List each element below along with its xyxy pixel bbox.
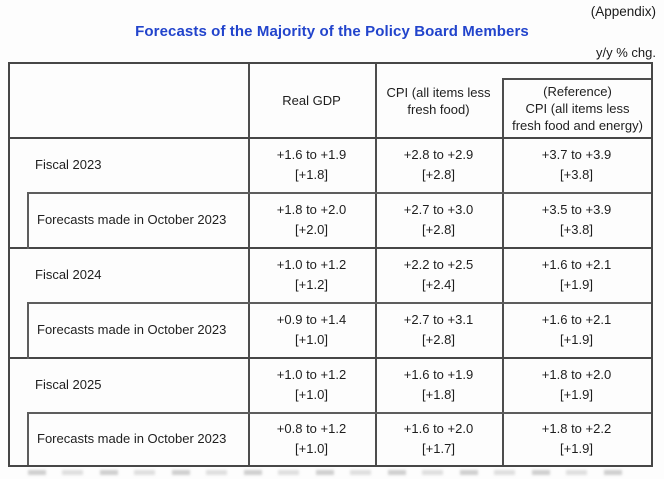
row-label-text: Forecasts made in October 2023 (37, 211, 227, 227)
forecast-range: +1.0 to +1.2 (276, 366, 347, 382)
forecast-median: [+1.8] (295, 166, 328, 182)
forecast-median: [+1.9] (560, 386, 593, 402)
forecast-range: +1.6 to +1.9 (276, 146, 347, 162)
row-label-fiscal-2023: Fiscal 2023 (10, 137, 248, 192)
forecast-range: +0.8 to +1.2 (276, 420, 347, 436)
cut-off-footnote-smudge (28, 470, 634, 475)
cell-cpi: +2.8 to +2.9 [+2.8] (375, 137, 502, 192)
row-label-text: Forecasts made in October 2023 (37, 430, 227, 446)
forecast-median: [+1.9] (560, 440, 593, 456)
header-cpi-line1: CPI (all items less (386, 84, 491, 100)
reference-box-top-border (502, 78, 651, 80)
row-divider-2 (27, 302, 651, 304)
cell-gdp: +0.9 to +1.4 [+1.0] (248, 302, 375, 357)
forecast-median: [+1.7] (422, 440, 455, 456)
subbox-left-border-1 (27, 192, 29, 249)
row-divider-3 (27, 412, 651, 414)
forecast-median: [+2.8] (422, 166, 455, 182)
cell-cpi: +2.7 to +3.0 [+2.8] (375, 192, 502, 247)
appendix-label: (Appendix) (590, 4, 656, 19)
row-label-text: Fiscal 2025 (35, 376, 102, 392)
cell-ref-cpi: +1.8 to +2.2 [+1.9] (502, 412, 651, 465)
forecast-median: [+2.8] (422, 331, 455, 347)
forecast-range: +0.9 to +1.4 (276, 311, 347, 327)
cell-gdp: +1.0 to +1.2 [+1.2] (248, 247, 375, 302)
forecast-median: [+3.8] (560, 221, 593, 237)
forecast-range: +2.2 to +2.5 (403, 256, 474, 272)
row-label-text: Forecasts made in October 2023 (37, 321, 227, 337)
forecast-median: [+1.9] (560, 276, 593, 292)
cell-cpi: +1.6 to +2.0 [+1.7] (375, 412, 502, 465)
header-reference-cpi: (Reference) CPI (all items less fresh fo… (504, 78, 651, 139)
group-divider-1 (10, 247, 651, 249)
row-label-october-forecast: Forecasts made in October 2023 (27, 412, 248, 465)
forecast-median: [+2.8] (422, 221, 455, 237)
reference-box-left-border (502, 78, 504, 139)
forecast-table: Real GDP CPI (all items less fresh food)… (8, 62, 653, 467)
cell-ref-cpi: +3.5 to +3.9 [+3.8] (502, 192, 651, 247)
row-label-october-forecast: Forecasts made in October 2023 (27, 302, 248, 357)
cell-ref-cpi: +3.7 to +3.9 [+3.8] (502, 137, 651, 192)
forecast-median: [+1.0] (295, 440, 328, 456)
column-divider-3 (502, 137, 504, 465)
forecast-range: +3.5 to +3.9 (541, 201, 612, 217)
forecast-median: [+2.0] (295, 221, 328, 237)
forecast-range: +1.8 to +2.0 (276, 201, 347, 217)
forecast-range: +1.6 to +2.0 (403, 420, 474, 436)
cell-ref-cpi: +1.8 to +2.0 [+1.9] (502, 357, 651, 412)
forecast-range: +2.7 to +3.0 (403, 201, 474, 217)
forecast-median: [+3.8] (560, 166, 593, 182)
group-divider-2 (10, 357, 651, 359)
subbox-left-border-2 (27, 302, 29, 359)
header-cpi-line2: fresh food) (407, 101, 470, 117)
forecast-median: [+1.9] (560, 331, 593, 347)
row-label-fiscal-2024: Fiscal 2024 (10, 247, 248, 302)
cell-gdp: +0.8 to +1.2 [+1.0] (248, 412, 375, 465)
forecast-range: +1.6 to +2.1 (541, 256, 612, 272)
forecast-median: [+1.0] (295, 386, 328, 402)
unit-label: y/y % chg. (596, 45, 656, 60)
cell-gdp: +1.6 to +1.9 [+1.8] (248, 137, 375, 192)
header-reference-line3: fresh food and energy) (512, 118, 643, 133)
cell-ref-cpi: +1.6 to +2.1 [+1.9] (502, 247, 651, 302)
header-cpi: CPI (all items less fresh food) (375, 64, 502, 137)
cell-cpi: +2.2 to +2.5 [+2.4] (375, 247, 502, 302)
forecast-range: +1.8 to +2.2 (541, 420, 612, 436)
cell-gdp: +1.0 to +1.2 [+1.0] (248, 357, 375, 412)
column-divider-1 (248, 64, 250, 465)
subbox-left-border-3 (27, 412, 29, 465)
forecast-range: +1.6 to +2.1 (541, 311, 612, 327)
header-bottom-border (10, 137, 651, 139)
forecast-range: +1.0 to +1.2 (276, 256, 347, 272)
header-reference-line1: (Reference) (543, 84, 612, 99)
forecast-range: +2.8 to +2.9 (403, 146, 474, 162)
forecast-range: +2.7 to +3.1 (403, 311, 474, 327)
row-label-text: Fiscal 2023 (35, 156, 102, 172)
forecast-median: [+2.4] (422, 276, 455, 292)
cell-ref-cpi: +1.6 to +2.1 [+1.9] (502, 302, 651, 357)
forecast-range: +3.7 to +3.9 (541, 146, 612, 162)
header-real-gdp-label: Real GDP (282, 92, 341, 108)
row-divider-1 (27, 192, 651, 194)
forecast-median: [+1.8] (422, 386, 455, 402)
page-title: Forecasts of the Majority of the Policy … (135, 23, 529, 40)
forecast-range: +1.6 to +1.9 (403, 366, 474, 382)
forecast-median: [+1.2] (295, 276, 328, 292)
cell-gdp: +1.8 to +2.0 [+2.0] (248, 192, 375, 247)
row-label-october-forecast: Forecasts made in October 2023 (27, 192, 248, 247)
column-divider-2 (375, 64, 377, 465)
forecast-range: +1.8 to +2.0 (541, 366, 612, 382)
row-label-text: Fiscal 2024 (35, 266, 102, 282)
header-reference-line2: CPI (all items less (525, 101, 630, 116)
cell-cpi: +1.6 to +1.9 [+1.8] (375, 357, 502, 412)
cell-cpi: +2.7 to +3.1 [+2.8] (375, 302, 502, 357)
forecast-median: [+1.0] (295, 331, 328, 347)
header-real-gdp: Real GDP (248, 64, 375, 137)
row-label-fiscal-2025: Fiscal 2025 (10, 357, 248, 412)
